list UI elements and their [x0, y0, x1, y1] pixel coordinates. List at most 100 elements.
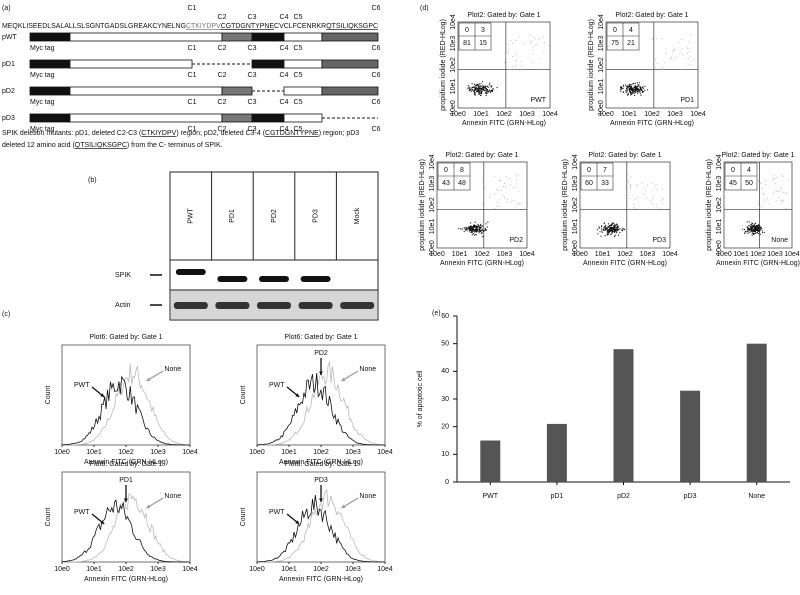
event-dot: [750, 224, 753, 226]
event-dot: [473, 83, 475, 85]
bar: [680, 390, 701, 482]
event-dot: [532, 61, 534, 63]
event-dot: [652, 37, 654, 39]
event-dot: [480, 90, 483, 92]
x-tick-label: 10e0: [598, 111, 614, 118]
event-dot: [638, 88, 640, 90]
x-tick-label: 10e1: [86, 566, 102, 573]
event-dot: [764, 183, 766, 185]
event-dot: [646, 197, 648, 199]
event-dot: [616, 232, 618, 234]
event-dot: [688, 41, 689, 43]
event-dot: [511, 201, 512, 203]
event-dot: [742, 228, 744, 230]
event-dot: [489, 194, 491, 196]
event-dot: [620, 88, 622, 90]
event-dot: [632, 88, 634, 90]
event-dot: [487, 221, 489, 223]
event-dot: [609, 227, 611, 229]
event-dot: [518, 174, 519, 176]
event-dot: [753, 231, 755, 233]
event-dot: [463, 227, 465, 229]
construct-segment: [69, 113, 223, 123]
y-tick-label: 10e3: [572, 176, 579, 192]
event-dot: [751, 226, 754, 228]
event-dot: [496, 205, 498, 207]
event-dot: [640, 94, 642, 96]
event-dot: [471, 229, 474, 231]
plot-title: Plot2: Gated by: Gate 1: [467, 12, 540, 19]
event-dot: [752, 225, 754, 228]
event-dot: [517, 191, 519, 193]
event-dot: [470, 230, 472, 232]
event-dot: [490, 85, 492, 87]
event-dot: [782, 201, 784, 203]
event-dot: [514, 65, 516, 67]
event-dot: [686, 46, 688, 48]
annotation: None: [164, 493, 181, 500]
event-dot: [628, 83, 630, 85]
annotation: None: [359, 493, 376, 500]
event-dot: [634, 87, 636, 89]
event-dot: [629, 175, 631, 177]
event-dot: [535, 44, 537, 46]
event-dot: [610, 227, 613, 229]
event-dot: [467, 88, 469, 90]
event-dot: [650, 182, 652, 184]
event-dot: [531, 41, 533, 43]
x-tick-label: 10e2: [474, 251, 490, 258]
caption: SPIK deletion mutants: pD1, deleted C2-C…: [2, 130, 359, 137]
event-dot: [475, 88, 478, 90]
x-tick-label: PWT: [483, 493, 499, 500]
event-dot: [781, 199, 782, 201]
event-dot: [474, 94, 476, 96]
construct-name: pWT: [2, 34, 18, 41]
event-dot: [650, 200, 652, 202]
cys-label: C6: [372, 5, 381, 12]
event-dot: [519, 203, 521, 205]
construct-segment: [221, 113, 253, 123]
cys-label: C3: [248, 126, 257, 133]
event-dot: [757, 230, 759, 232]
event-dot: [607, 232, 609, 234]
x-tick-label: 10e0: [450, 111, 466, 118]
event-dot: [747, 232, 749, 234]
cys-label: C2: [218, 126, 227, 133]
event-dot: [486, 91, 488, 93]
caption-part: ) from the C- terminus of SPIK.: [127, 142, 223, 149]
x-tick-label: 10e0: [54, 449, 70, 456]
histogram-line: [62, 363, 190, 446]
event-dot: [476, 229, 478, 232]
event-dot: [761, 227, 763, 230]
annotation: PWT: [74, 382, 90, 389]
event-dot: [617, 228, 619, 231]
cys-label: C6: [372, 99, 381, 106]
event-dot: [746, 229, 749, 231]
x-tick-label: 10e0: [249, 449, 265, 456]
event-dot: [472, 226, 474, 228]
event-dot: [760, 183, 762, 185]
event-dot: [504, 62, 506, 64]
event-dot: [755, 227, 757, 229]
axis-label: Annexin FITC (GRN-HLog): [84, 576, 168, 583]
event-dot: [543, 50, 545, 52]
event-dot: [748, 224, 750, 227]
event-dot: [487, 86, 489, 88]
x-tick-label: pD1: [550, 493, 563, 500]
y-tick-label: 10e4: [716, 154, 723, 170]
panel-label: (d): [420, 5, 429, 12]
plot-frame: [61, 344, 191, 446]
event-dot: [638, 91, 640, 93]
y-tick-label: 50: [441, 341, 449, 348]
event-dot: [620, 91, 622, 93]
x-tick-label: 10e4: [690, 111, 706, 118]
event-dot: [607, 233, 609, 236]
event-dot: [780, 187, 782, 189]
event-dot: [643, 187, 645, 189]
event-dot: [508, 47, 510, 49]
event-dot: [749, 228, 751, 230]
event-dot: [764, 199, 766, 201]
event-dot: [467, 85, 469, 87]
event-dot: [662, 68, 664, 70]
